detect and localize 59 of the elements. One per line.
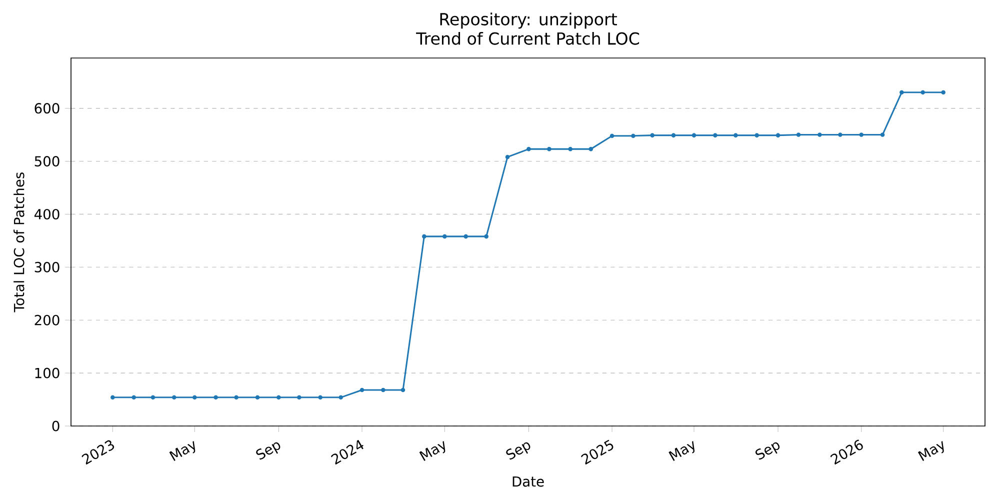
- point: [132, 395, 136, 400]
- y-axis-title: Total LOC of Patches: [14, 172, 24, 312]
- point: [318, 395, 322, 400]
- point: [505, 154, 510, 160]
- point: [796, 132, 801, 137]
- x-tick-label: Sep: [256, 442, 280, 460]
- y-tick-label: 200: [34, 314, 60, 326]
- point: [276, 395, 281, 400]
- x-tick-label: Sep: [755, 442, 780, 460]
- point: [838, 132, 842, 137]
- point: [920, 90, 925, 95]
- chart-title: Repository: unzipport: [440, 12, 617, 29]
- point: [400, 388, 406, 392]
- point: [734, 133, 738, 138]
- point: [484, 234, 488, 239]
- point: [631, 134, 636, 138]
- point: [526, 146, 531, 152]
- point: [381, 388, 386, 392]
- x-tick-label: May: [169, 440, 196, 461]
- point: [192, 395, 197, 400]
- point: [172, 395, 176, 400]
- point: [297, 395, 302, 400]
- y-tick-label: 300: [34, 262, 60, 272]
- point: [110, 395, 115, 400]
- x-axis-title: Date: [512, 476, 544, 487]
- x-tick-label: May: [918, 440, 944, 461]
- point: [776, 133, 780, 138]
- point: [547, 146, 552, 152]
- x-tick-label: Sep: [506, 442, 530, 460]
- point: [338, 395, 343, 400]
- point: [671, 133, 676, 138]
- x-tick-label: May: [668, 440, 694, 461]
- point: [610, 134, 614, 138]
- point: [568, 146, 572, 152]
- point: [880, 132, 885, 137]
- chart-subtitle: Trend of Current Patch LOC: [416, 32, 640, 45]
- y-tick-label: 600: [34, 103, 60, 114]
- point: [941, 90, 946, 95]
- point: [713, 133, 718, 138]
- y-tick-label: 0: [52, 420, 60, 432]
- y-tick-label: 500: [34, 156, 60, 166]
- point: [442, 234, 447, 239]
- point: [692, 133, 696, 138]
- point: [464, 234, 468, 239]
- point: [588, 146, 593, 152]
- x-tick-label: May: [419, 440, 446, 461]
- y-tick-label: 100: [35, 368, 60, 378]
- point: [255, 395, 260, 400]
- y-tick-label: 400: [34, 208, 60, 220]
- point: [422, 234, 426, 239]
- point: [650, 133, 654, 138]
- point: [360, 388, 364, 392]
- point: [234, 395, 238, 400]
- point: [214, 395, 218, 400]
- point: [150, 395, 156, 400]
- point: [754, 133, 759, 138]
- point: [859, 132, 864, 137]
- point: [900, 90, 904, 95]
- point: [818, 132, 822, 137]
